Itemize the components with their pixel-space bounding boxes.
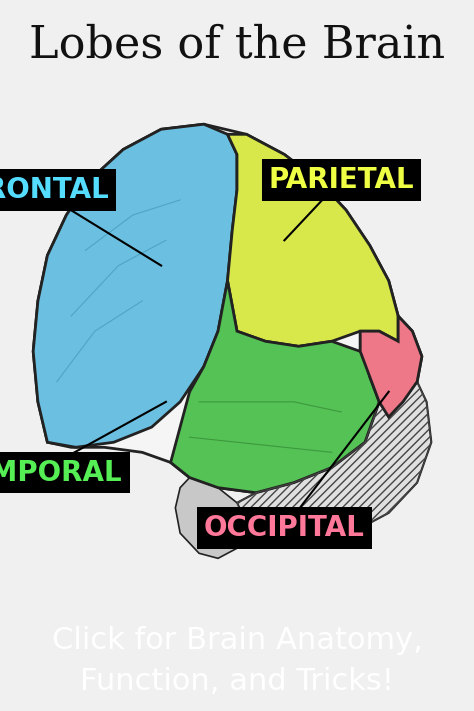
Text: TEMPORAL: TEMPORAL [0,459,123,486]
Polygon shape [33,124,237,447]
Polygon shape [228,134,398,346]
Polygon shape [237,382,431,543]
Text: OCCIPITAL: OCCIPITAL [204,514,365,542]
Text: PARIETAL: PARIETAL [268,166,414,193]
Polygon shape [171,281,379,493]
Text: FRONTAL: FRONTAL [0,176,109,204]
Text: Function, and Tricks!: Function, and Tricks! [80,667,394,696]
Text: Lobes of the Brain: Lobes of the Brain [29,23,445,66]
Polygon shape [33,124,422,493]
Text: Click for Brain Anatomy,: Click for Brain Anatomy, [52,626,422,655]
Polygon shape [175,478,246,558]
Polygon shape [360,316,422,417]
